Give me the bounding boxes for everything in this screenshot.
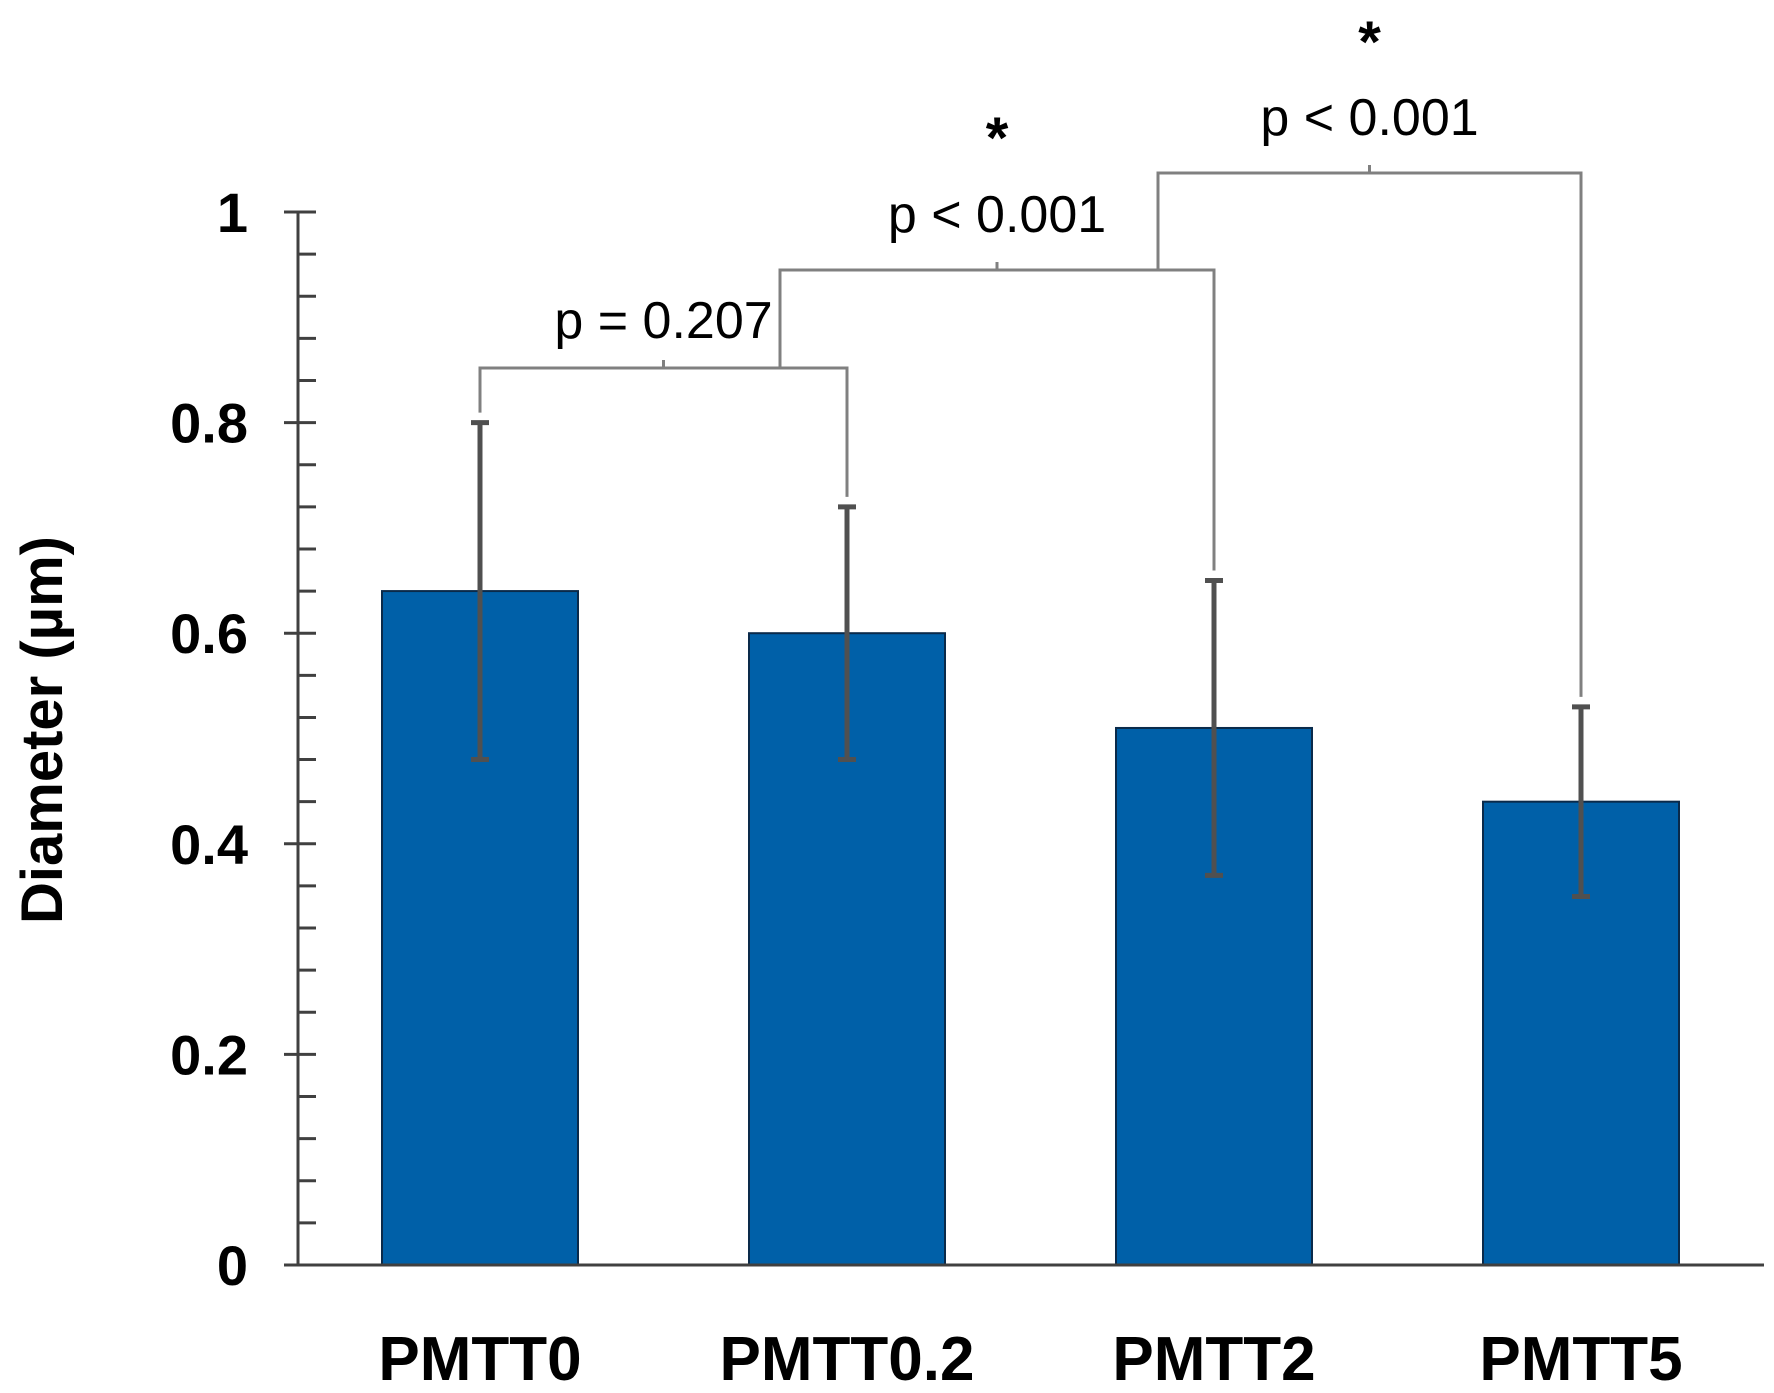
y-tick-label: 0 — [217, 1234, 248, 1297]
y-tick-label: 1 — [217, 181, 248, 244]
significance-bracket — [1156, 165, 1583, 697]
y-tick-label: 0.8 — [170, 392, 248, 455]
error-bar-pmtt0 — [471, 420, 489, 763]
x-tick-label: PMTT2 — [1112, 1325, 1315, 1393]
error-bar-pmtt0-2 — [838, 504, 856, 763]
x-tick-label: PMTT0 — [378, 1325, 581, 1393]
x-tick-label: PMTT0.2 — [720, 1325, 975, 1393]
p-value-label: p < 0.001 — [888, 186, 1106, 244]
p-value-label: p < 0.001 — [1260, 89, 1478, 147]
significance-star: * — [986, 106, 1009, 171]
y-axis-title: Diameter (µm) — [10, 536, 75, 924]
p-value-label: p = 0.207 — [554, 292, 772, 350]
y-tick-label: 0.6 — [170, 602, 248, 665]
error-bar-pmtt2 — [1205, 578, 1223, 878]
significance-bracket — [478, 360, 849, 497]
x-tick-label: PMTT5 — [1479, 1325, 1682, 1393]
y-tick-label: 0.4 — [170, 813, 248, 876]
y-tick-label: 0.2 — [170, 1023, 248, 1086]
significance-bracket — [778, 262, 1216, 571]
error-bar-pmtt5 — [1572, 704, 1590, 899]
significance-star: * — [1358, 10, 1381, 75]
